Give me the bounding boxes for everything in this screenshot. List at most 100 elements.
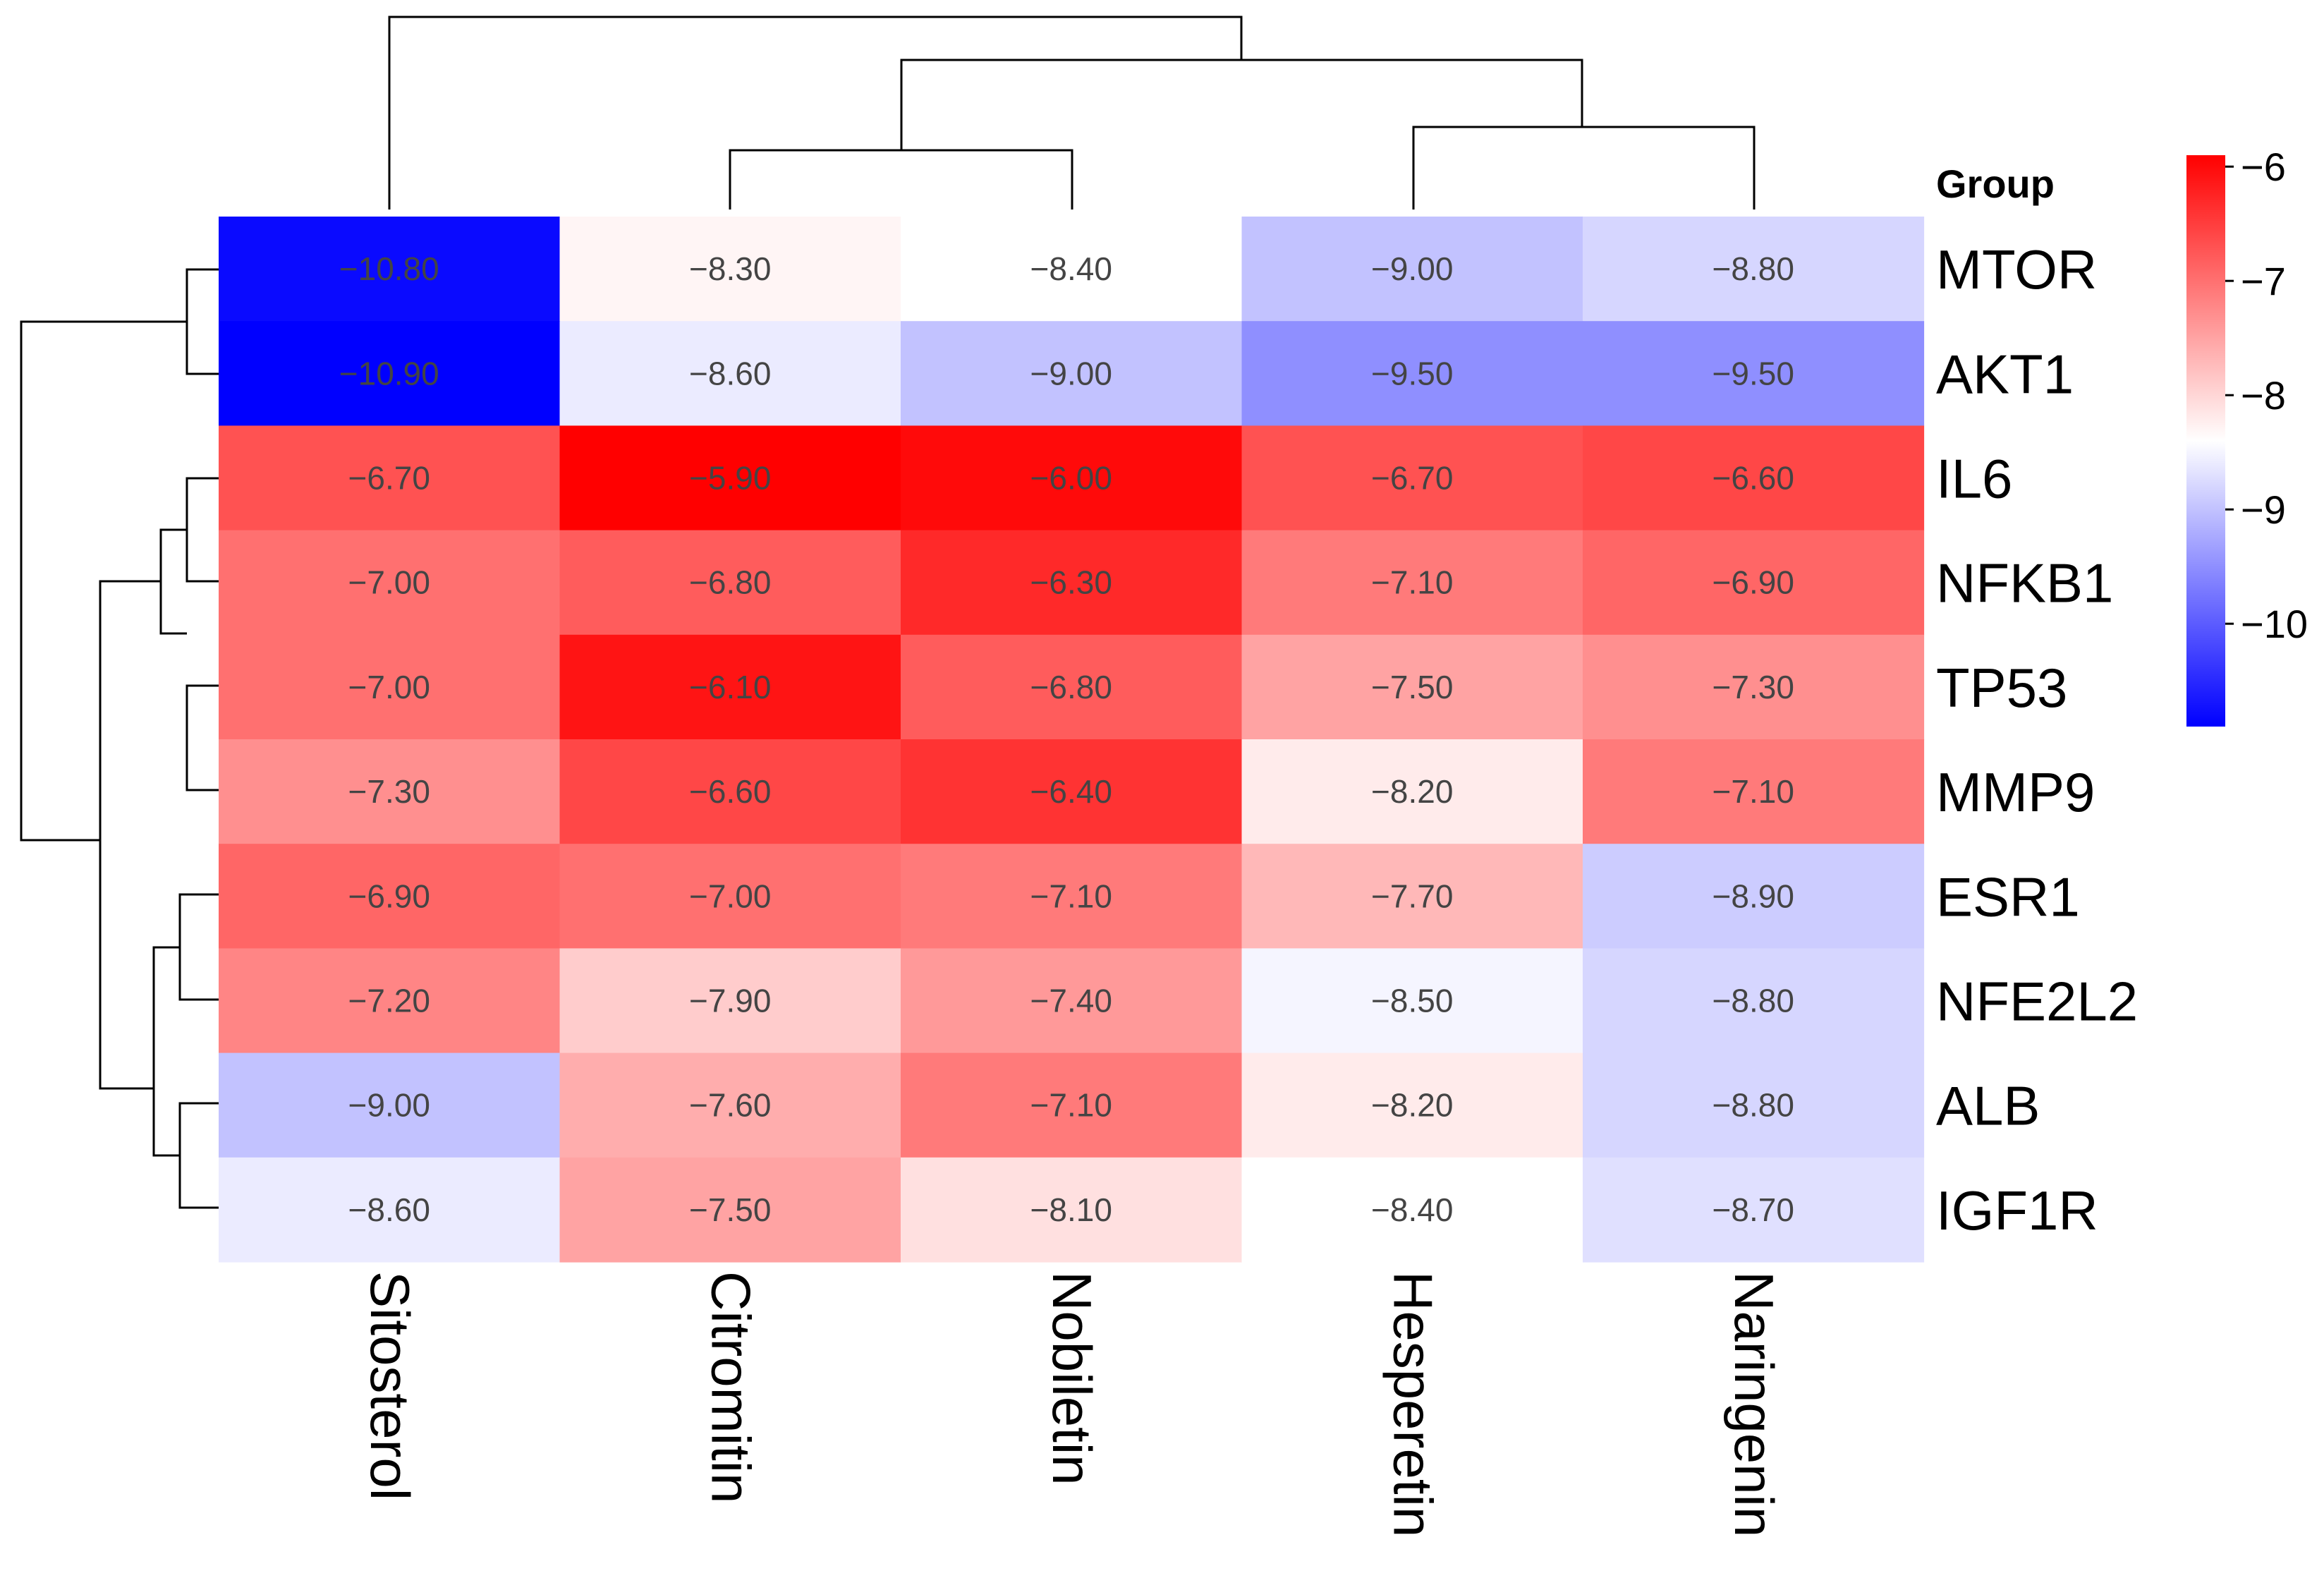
row-label-il6: IL6 — [1936, 448, 2012, 510]
cell-value-label: −10.90 — [339, 355, 439, 392]
heatmap-cell-akt1-hesperetin — [1241, 321, 1583, 426]
cell-value-label: −8.80 — [1712, 250, 1794, 287]
cell-value-label: −8.20 — [1371, 1087, 1453, 1124]
heatmap-cell-nfkb1-hesperetin — [1241, 530, 1583, 636]
cell-value-label: −7.00 — [348, 669, 430, 705]
cell-value-label: −8.10 — [1030, 1191, 1112, 1228]
heatmap-cells — [219, 217, 1925, 1263]
row-label-mmp9: MMP9 — [1936, 761, 2095, 823]
legend-group-title: Group — [1936, 162, 2055, 206]
legend-tick-label: −7 — [2241, 259, 2286, 303]
heatmap-cell-il6-naringenin — [1583, 425, 1925, 531]
cell-value-label: −9.00 — [348, 1087, 430, 1124]
legend-tick-label: −6 — [2241, 145, 2286, 189]
heatmap-cell-esr1-citromitin — [559, 844, 901, 949]
heatmap-cell-mtor-naringenin — [1583, 217, 1925, 322]
cell-value-label: −7.50 — [1371, 669, 1453, 705]
heatmap-cell-mmp9-citromitin — [559, 739, 901, 844]
cell-value-label: −6.90 — [348, 878, 430, 914]
cell-value-label: −6.70 — [1371, 460, 1453, 497]
color-scale-bar — [2186, 155, 2225, 727]
cell-value-label: −7.20 — [348, 983, 430, 1019]
heatmap-cell-tp53-sitosterol — [219, 634, 561, 740]
cell-value-label: −7.10 — [1030, 878, 1112, 914]
heatmap-cell-igf1r-naringenin — [1583, 1157, 1925, 1263]
row-label-igf1r: IGF1R — [1936, 1179, 2098, 1242]
column-label-citromitin: Citromitin — [700, 1271, 762, 1503]
heatmap-cell-nfkb1-sitosterol — [219, 530, 561, 636]
cell-value-label: −7.00 — [689, 878, 771, 914]
cell-value-label: −6.10 — [689, 669, 771, 705]
heatmap-cell-nfe2l2-sitosterol — [219, 948, 561, 1054]
col-dendro-right-cluster — [900, 59, 1583, 150]
row-labels: MTOR AKT1 IL6 NFKB1 TP53 MMP9 ESR1 NFE2L2 ALB IGF… — [1936, 238, 2138, 1242]
cell-value-label: −7.10 — [1371, 564, 1453, 601]
heatmap-cell-mtor-hesperetin — [1241, 217, 1583, 322]
cell-value-label: −6.00 — [1030, 460, 1112, 497]
legend-tick-label: −8 — [2241, 373, 2286, 418]
row-dendro-root — [20, 320, 187, 842]
column-labels: Sitosterol Citromitin Nobiletin Hesperetin N… — [359, 1271, 1785, 1537]
cell-value-label: −9.00 — [1371, 250, 1453, 287]
heatmap-cell-il6-nobiletin — [901, 425, 1243, 531]
heatmap-cell-igf1r-hesperetin — [1241, 1157, 1583, 1263]
cell-value-label: −8.50 — [1371, 983, 1453, 1019]
column-label-sitosterol: Sitosterol — [359, 1271, 421, 1500]
cell-value-label: −7.70 — [1371, 878, 1453, 914]
row-dendro-il6-tp53-cluster — [159, 528, 187, 635]
cell-value-label: −7.60 — [689, 1087, 771, 1124]
heatmap-cell-alb-hesperetin — [1241, 1052, 1583, 1158]
cell-value-label: −6.80 — [689, 564, 771, 601]
heatmap-cell-mtor-nobiletin — [901, 217, 1243, 322]
col-dendro-root — [388, 16, 1243, 210]
row-label-alb: ALB — [1936, 1075, 2040, 1137]
heatmap-cell-nfe2l2-nobiletin — [901, 948, 1243, 1054]
heatmap-cell-esr1-naringenin — [1583, 844, 1925, 949]
heatmap-cell-akt1-naringenin — [1583, 321, 1925, 426]
heatmap-cell-il6-citromitin — [559, 425, 901, 531]
heatmap-cell-mmp9-hesperetin — [1241, 739, 1583, 844]
legend-tick-label: −10 — [2241, 602, 2308, 646]
cell-value-label: −8.60 — [348, 1191, 430, 1228]
cell-value-label: −9.00 — [1030, 355, 1112, 392]
cell-value-label: −8.40 — [1030, 250, 1112, 287]
row-label-tp53: TP53 — [1936, 657, 2067, 719]
heatmap-cell-mtor-sitosterol — [219, 217, 561, 322]
cell-value-label: −8.60 — [689, 355, 771, 392]
legend-tick-label: −9 — [2241, 487, 2286, 532]
cell-value-label: −8.40 — [1371, 1191, 1453, 1228]
row-dendro-esr1-alb-cluster — [152, 946, 180, 1157]
cell-value-label: −9.50 — [1371, 355, 1453, 392]
heatmap-cell-akt1-citromitin — [559, 321, 901, 426]
heatmap-cell-akt1-nobiletin — [901, 321, 1243, 426]
cell-value-label: −7.90 — [689, 983, 771, 1019]
cell-value-label: −8.80 — [1712, 983, 1794, 1019]
cell-value-label: −6.70 — [348, 460, 430, 497]
cell-value-label: −6.60 — [1712, 460, 1794, 497]
column-dendrogram — [388, 16, 1756, 210]
heatmap-cell-tp53-naringenin — [1583, 634, 1925, 740]
cell-value-label: −7.50 — [689, 1191, 771, 1228]
row-dendrogram — [20, 268, 219, 1209]
row-label-akt1: AKT1 — [1936, 343, 2074, 405]
cell-value-label: −8.80 — [1712, 1087, 1794, 1124]
cell-value-label: −8.90 — [1712, 878, 1794, 914]
col-dendro-hesperetin-naringenin — [1412, 126, 1756, 210]
heatmap-cell-nfe2l2-naringenin — [1583, 948, 1925, 1054]
cell-value-label: −6.80 — [1030, 669, 1112, 705]
heatmap-cell-esr1-sitosterol — [219, 844, 561, 949]
heatmap-cell-alb-citromitin — [559, 1052, 901, 1158]
cell-value-label: −6.90 — [1712, 564, 1794, 601]
cell-value-label: −6.60 — [689, 773, 771, 810]
row-dendro-esr1-nfe2l2 — [178, 893, 219, 1001]
heatmap-cell-tp53-hesperetin — [1241, 634, 1583, 740]
col-dendro-citromitin-nobiletin — [729, 149, 1073, 210]
heatmap-cell-esr1-hesperetin — [1241, 844, 1583, 949]
cell-value-label: −7.40 — [1030, 983, 1112, 1019]
heatmap-cell-tp53-nobiletin — [901, 634, 1243, 740]
color-scale-ticks: −6 −7 −8 −9 −10 — [2225, 145, 2308, 646]
heatmap-cell-il6-sitosterol — [219, 425, 561, 531]
heatmap-cell-mmp9-naringenin — [1583, 739, 1925, 844]
cell-value-label: −7.10 — [1030, 1087, 1112, 1124]
